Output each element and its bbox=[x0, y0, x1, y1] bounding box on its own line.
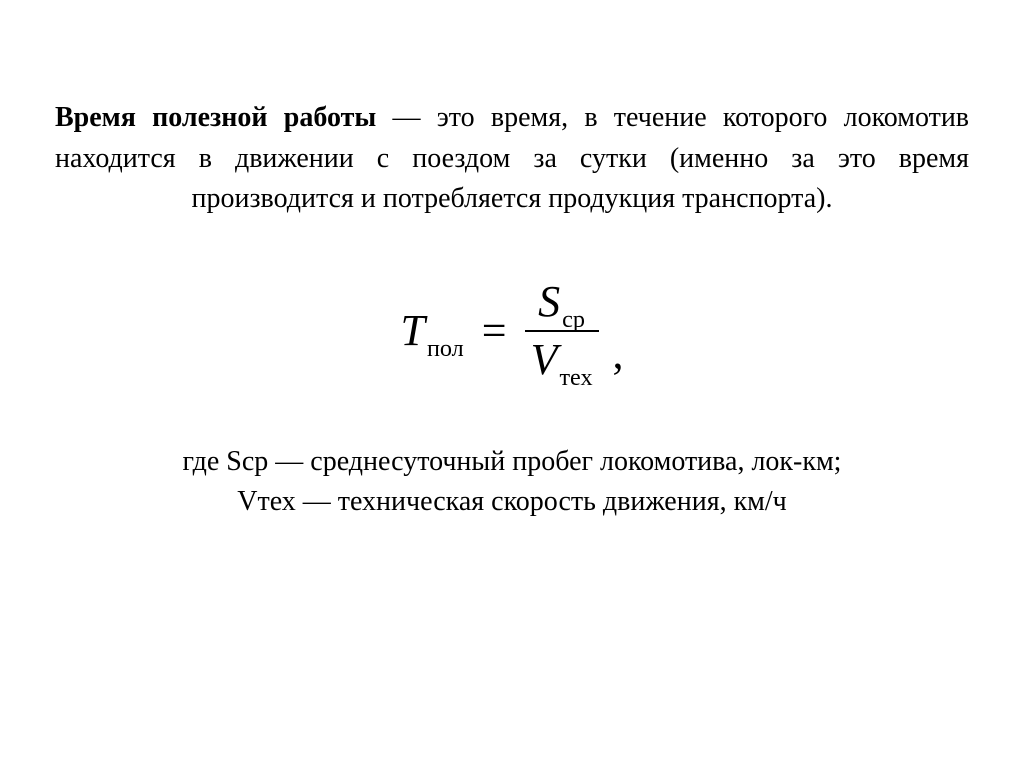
legend-line1-rest: — среднесуточный пробег локомотива, лок-… bbox=[268, 446, 841, 477]
formula-den-sub: тех bbox=[559, 366, 592, 390]
formula: T пол = S ср V тех , bbox=[400, 280, 623, 382]
formula-lhs-var: T bbox=[400, 309, 424, 353]
formula-eq: = bbox=[482, 309, 507, 353]
legend-block: где Sср — среднесуточный пробег локомоти… bbox=[55, 442, 969, 523]
formula-numerator: S ср bbox=[532, 280, 591, 330]
formula-trailing-comma: , bbox=[613, 332, 624, 376]
legend-line1-symbol: Sср bbox=[226, 446, 268, 477]
formula-denominator: V тех bbox=[525, 332, 599, 382]
definition-term: Время полезной работы bbox=[55, 102, 376, 133]
definition-paragraph: Время полезной работы — это время, в теч… bbox=[55, 98, 969, 220]
legend-line-1: где Sср — среднесуточный пробег локомоти… bbox=[55, 442, 969, 483]
legend-line2-rest: — техническая скорость движения, км/ч bbox=[296, 486, 787, 517]
legend-line2-symbol: Vтех bbox=[237, 486, 296, 517]
formula-num-sub: ср bbox=[562, 308, 585, 332]
formula-fraction: S ср V тех bbox=[525, 280, 599, 382]
definition-dash: — bbox=[376, 102, 436, 133]
formula-den-var: V bbox=[531, 338, 558, 382]
legend-line-2: Vтех — техническая скорость движения, км… bbox=[55, 482, 969, 523]
formula-num-var: S bbox=[538, 280, 560, 324]
formula-lhs: T пол bbox=[400, 309, 463, 353]
page: Время полезной работы — это время, в теч… bbox=[0, 0, 1024, 767]
formula-block: T пол = S ср V тех , bbox=[55, 280, 969, 382]
legend-line1-prefix: где bbox=[183, 446, 227, 477]
formula-lhs-sub: пол bbox=[427, 337, 464, 361]
